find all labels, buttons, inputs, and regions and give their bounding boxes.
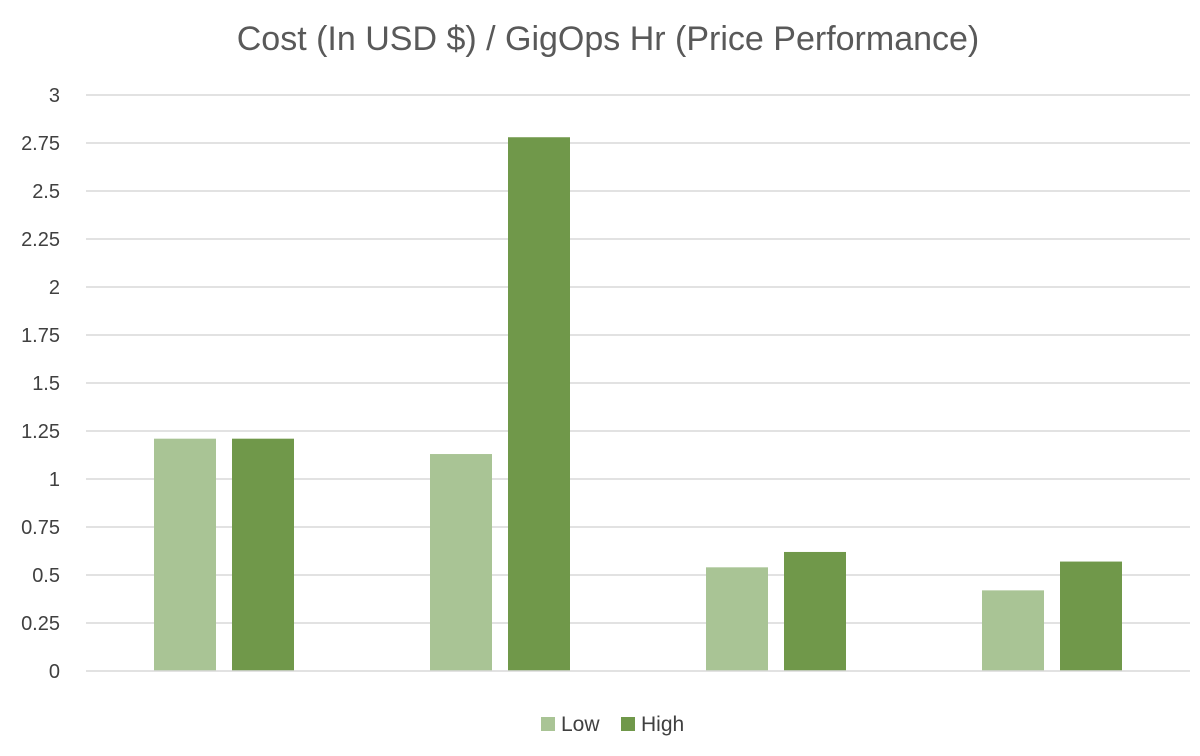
bar-low-1 <box>154 438 216 671</box>
bar-low-2 <box>430 454 492 671</box>
bar-high-3 <box>784 551 846 671</box>
bar-low-4 <box>982 590 1044 671</box>
y-tick-label: 1.5 <box>32 373 60 395</box>
legend-swatch <box>621 717 635 731</box>
y-axis-tick-labels: 0 0.25 0.5 0.75 1 1.25 1.5 1.75 2 2.25 2.5 2.75 3 <box>21 85 60 683</box>
y-tick-label: 2.5 <box>32 181 60 203</box>
bar-high-4 <box>1060 561 1122 671</box>
legend-item-high: High <box>621 713 684 736</box>
legend-item-low: Low <box>541 713 600 736</box>
bars <box>154 137 1122 672</box>
y-tick-label: 0.75 <box>21 517 60 539</box>
y-tick-label: 1 <box>49 469 60 491</box>
legend: Low High <box>541 713 684 736</box>
y-tick-label: 2.75 <box>21 133 60 155</box>
bar-high-2 <box>508 137 570 672</box>
bar-high-1 <box>232 438 294 671</box>
y-tick-label: 0.25 <box>21 613 60 635</box>
y-tick-label: 2.25 <box>21 229 60 251</box>
y-tick-label: 0 <box>49 661 60 683</box>
legend-swatch <box>541 717 555 731</box>
legend-label: High <box>641 713 684 736</box>
y-tick-label: 1.75 <box>21 325 60 347</box>
legend-label: Low <box>561 713 600 736</box>
y-tick-label: 3 <box>49 85 60 107</box>
y-tick-label: 1.25 <box>21 421 60 443</box>
bar-low-3 <box>706 567 768 671</box>
chart-title: Cost (In USD $) / GigOps Hr (Price Perfo… <box>237 20 980 58</box>
y-tick-label: 2 <box>49 277 60 299</box>
y-tick-label: 0.5 <box>32 565 60 587</box>
